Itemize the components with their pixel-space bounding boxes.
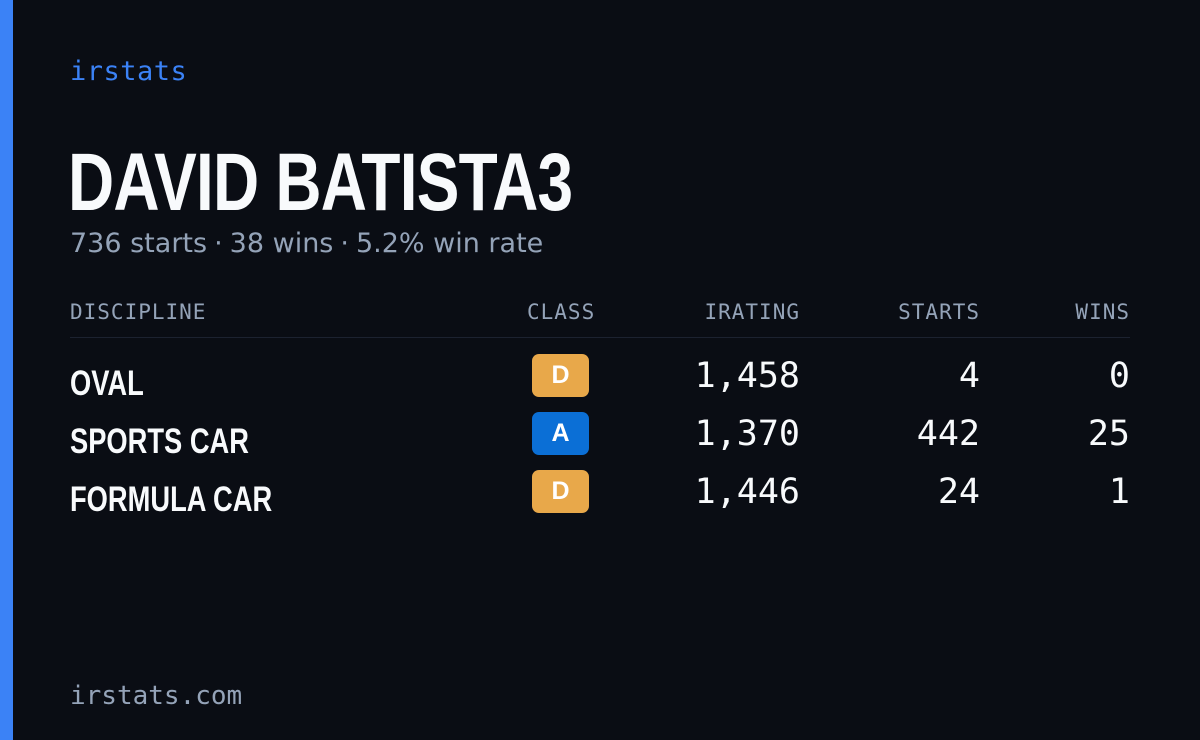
table-row: OVAL D 1,458 4 0: [70, 354, 1130, 412]
discipline-name: OVAL: [70, 364, 144, 403]
table-row: SPORTS CAR A 1,370 442 25: [70, 412, 1130, 470]
starts-summary: 736 starts: [70, 228, 208, 259]
player-summary: 736 starts · 38 wins · 5.2% win rate: [70, 228, 543, 259]
starts-value: 442: [916, 414, 980, 454]
table-row: FORMULA CAR D 1,446 24 1: [70, 470, 1130, 528]
wins-value: 1: [1108, 472, 1130, 512]
win-rate-summary: 5.2% win rate: [355, 228, 544, 259]
header-wins: WINS: [1075, 300, 1130, 324]
irating-value: 1,446: [694, 472, 800, 512]
header-class: CLASS: [527, 300, 596, 324]
wins-value: 0: [1108, 356, 1130, 396]
accent-bar: [0, 0, 13, 740]
discipline-name: FORMULA CAR: [70, 480, 273, 519]
irating-value: 1,458: [694, 356, 800, 396]
header-discipline: DISCIPLINE: [70, 300, 207, 324]
summary-separator: ·: [214, 228, 223, 259]
class-badge: D: [532, 470, 589, 513]
summary-separator: ·: [340, 228, 349, 259]
footer-domain[interactable]: irstats.com: [70, 681, 243, 711]
starts-value: 24: [937, 472, 980, 512]
class-badge: D: [532, 354, 589, 397]
wins-value: 25: [1087, 414, 1130, 454]
brand-logo[interactable]: irstats: [70, 56, 188, 87]
player-name: DAVID BATISTA3: [68, 137, 573, 228]
header-irating: IRATING: [704, 300, 800, 324]
wins-summary: 38 wins: [229, 228, 334, 259]
discipline-name: SPORTS CAR: [70, 422, 249, 461]
header-starts: STARTS: [898, 300, 980, 324]
irating-value: 1,370: [694, 414, 800, 454]
starts-value: 4: [958, 356, 980, 396]
class-badge: A: [532, 412, 589, 455]
table-header: DISCIPLINE CLASS IRATING STARTS WINS: [70, 300, 1130, 338]
